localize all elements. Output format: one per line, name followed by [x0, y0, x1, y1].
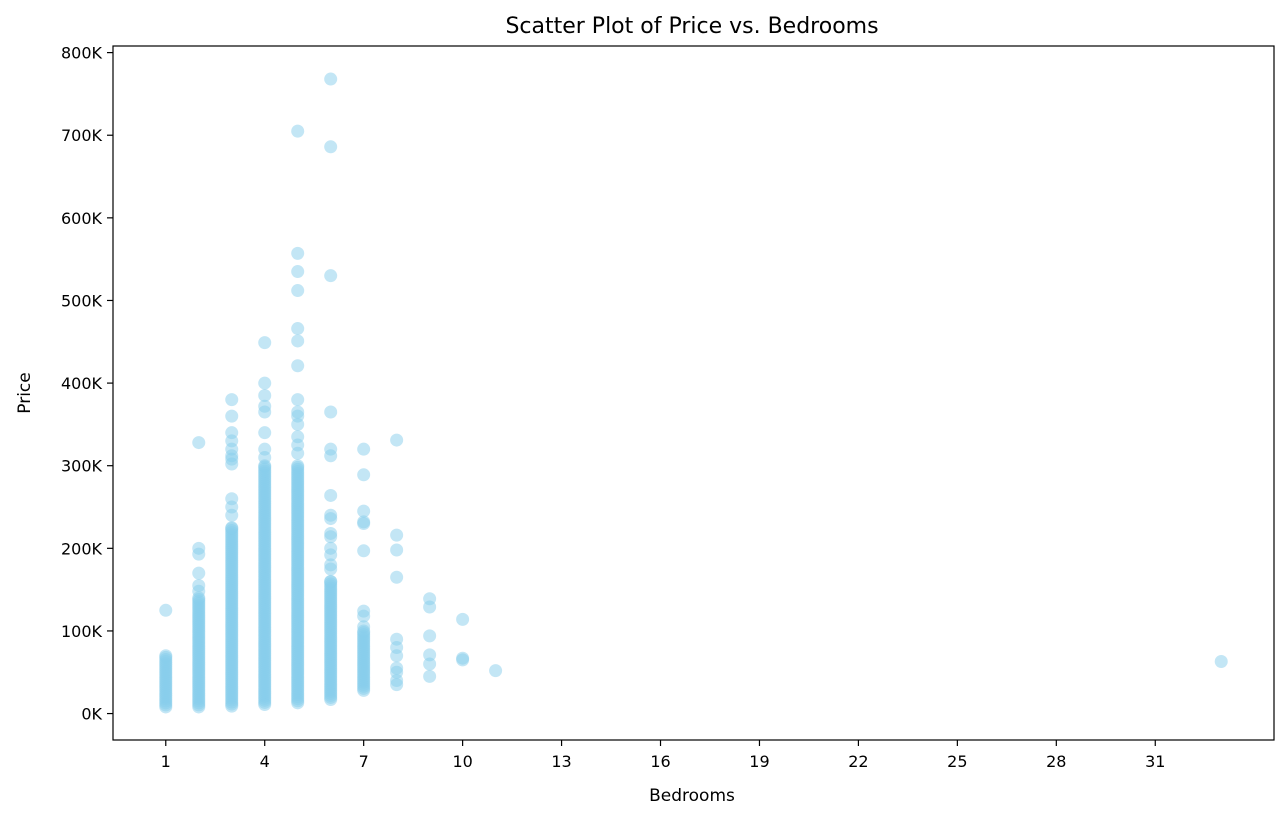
data-point [291, 446, 305, 460]
data-point [324, 488, 338, 502]
data-point-dense [324, 574, 338, 588]
data-point [324, 530, 338, 544]
data-point [1214, 655, 1228, 669]
x-axis-label: Bedrooms [649, 786, 735, 806]
data-point [390, 543, 404, 557]
x-tick-label: 13 [551, 752, 571, 771]
y-tick-label: 800K [61, 44, 103, 63]
y-tick-label: 200K [61, 539, 103, 558]
data-point [291, 393, 305, 407]
chart-title: Scatter Plot of Price vs. Bedrooms [505, 14, 878, 39]
points-layer [159, 72, 1228, 714]
data-point [291, 246, 305, 260]
data-point [291, 284, 305, 298]
data-point [357, 620, 371, 634]
data-point [390, 678, 404, 692]
data-point [291, 322, 305, 336]
data-point [423, 669, 437, 683]
data-point [225, 508, 239, 522]
data-point [291, 334, 305, 348]
data-point [390, 649, 404, 663]
data-point [258, 376, 272, 390]
data-point [258, 388, 272, 402]
x-tick-label: 4 [260, 752, 270, 771]
data-point [258, 405, 272, 419]
data-point [258, 336, 272, 350]
data-point [357, 517, 371, 531]
data-point [390, 528, 404, 542]
data-point [192, 566, 206, 580]
data-point [291, 417, 305, 431]
data-point [324, 562, 338, 576]
x-tick-label: 28 [1046, 752, 1066, 771]
data-point [258, 426, 272, 440]
data-point [324, 72, 338, 86]
data-point [192, 584, 206, 598]
x-tick-label: 31 [1145, 752, 1165, 771]
plot-area-frame [112, 45, 1275, 741]
x-tick-label: 1 [161, 752, 171, 771]
data-point [324, 140, 338, 154]
data-point [291, 265, 305, 279]
x-tick-label: 19 [749, 752, 769, 771]
data-point [390, 433, 404, 447]
data-point [357, 468, 371, 482]
data-point [489, 664, 503, 678]
data-point [423, 629, 437, 643]
x-tick-label: 7 [359, 752, 369, 771]
y-tick-label: 0K [81, 705, 102, 724]
data-point [456, 653, 470, 667]
data-point [324, 449, 338, 463]
data-point-dense [291, 459, 305, 473]
data-point [225, 457, 239, 471]
data-point [357, 442, 371, 456]
data-point [291, 124, 305, 138]
data-point-dense [225, 521, 239, 535]
data-point [324, 269, 338, 283]
y-tick-label: 500K [61, 291, 103, 310]
y-axis-label: Price [15, 372, 35, 413]
y-tick-label: 300K [61, 457, 103, 476]
data-point [324, 512, 338, 526]
data-point [423, 657, 437, 671]
data-point [225, 409, 239, 423]
data-point [192, 436, 206, 450]
x-axis: 1 4 7 10 13 16 19 22 25 28 31 [161, 740, 1165, 771]
data-point-dense [159, 649, 173, 663]
y-tick-label: 600K [61, 209, 103, 228]
data-point [291, 359, 305, 373]
data-point [324, 548, 338, 562]
data-point [390, 570, 404, 584]
x-tick-label: 25 [947, 752, 967, 771]
data-point [225, 393, 239, 407]
y-tick-label: 700K [61, 126, 103, 145]
data-point [423, 600, 437, 614]
x-tick-label: 16 [650, 752, 670, 771]
data-point [357, 504, 371, 518]
data-point [456, 612, 470, 626]
data-point [258, 450, 272, 464]
x-tick-label: 22 [848, 752, 868, 771]
data-point [324, 405, 338, 419]
data-point [159, 603, 173, 617]
data-point [357, 544, 371, 558]
y-axis: 0K 100K 200K 300K 400K 500K 600K 700K 800K [61, 44, 113, 724]
y-tick-label: 100K [61, 622, 103, 641]
data-point [423, 648, 437, 662]
data-point [192, 547, 206, 561]
data-point [357, 609, 371, 623]
x-tick-label: 10 [452, 752, 472, 771]
y-tick-label: 400K [61, 374, 103, 393]
